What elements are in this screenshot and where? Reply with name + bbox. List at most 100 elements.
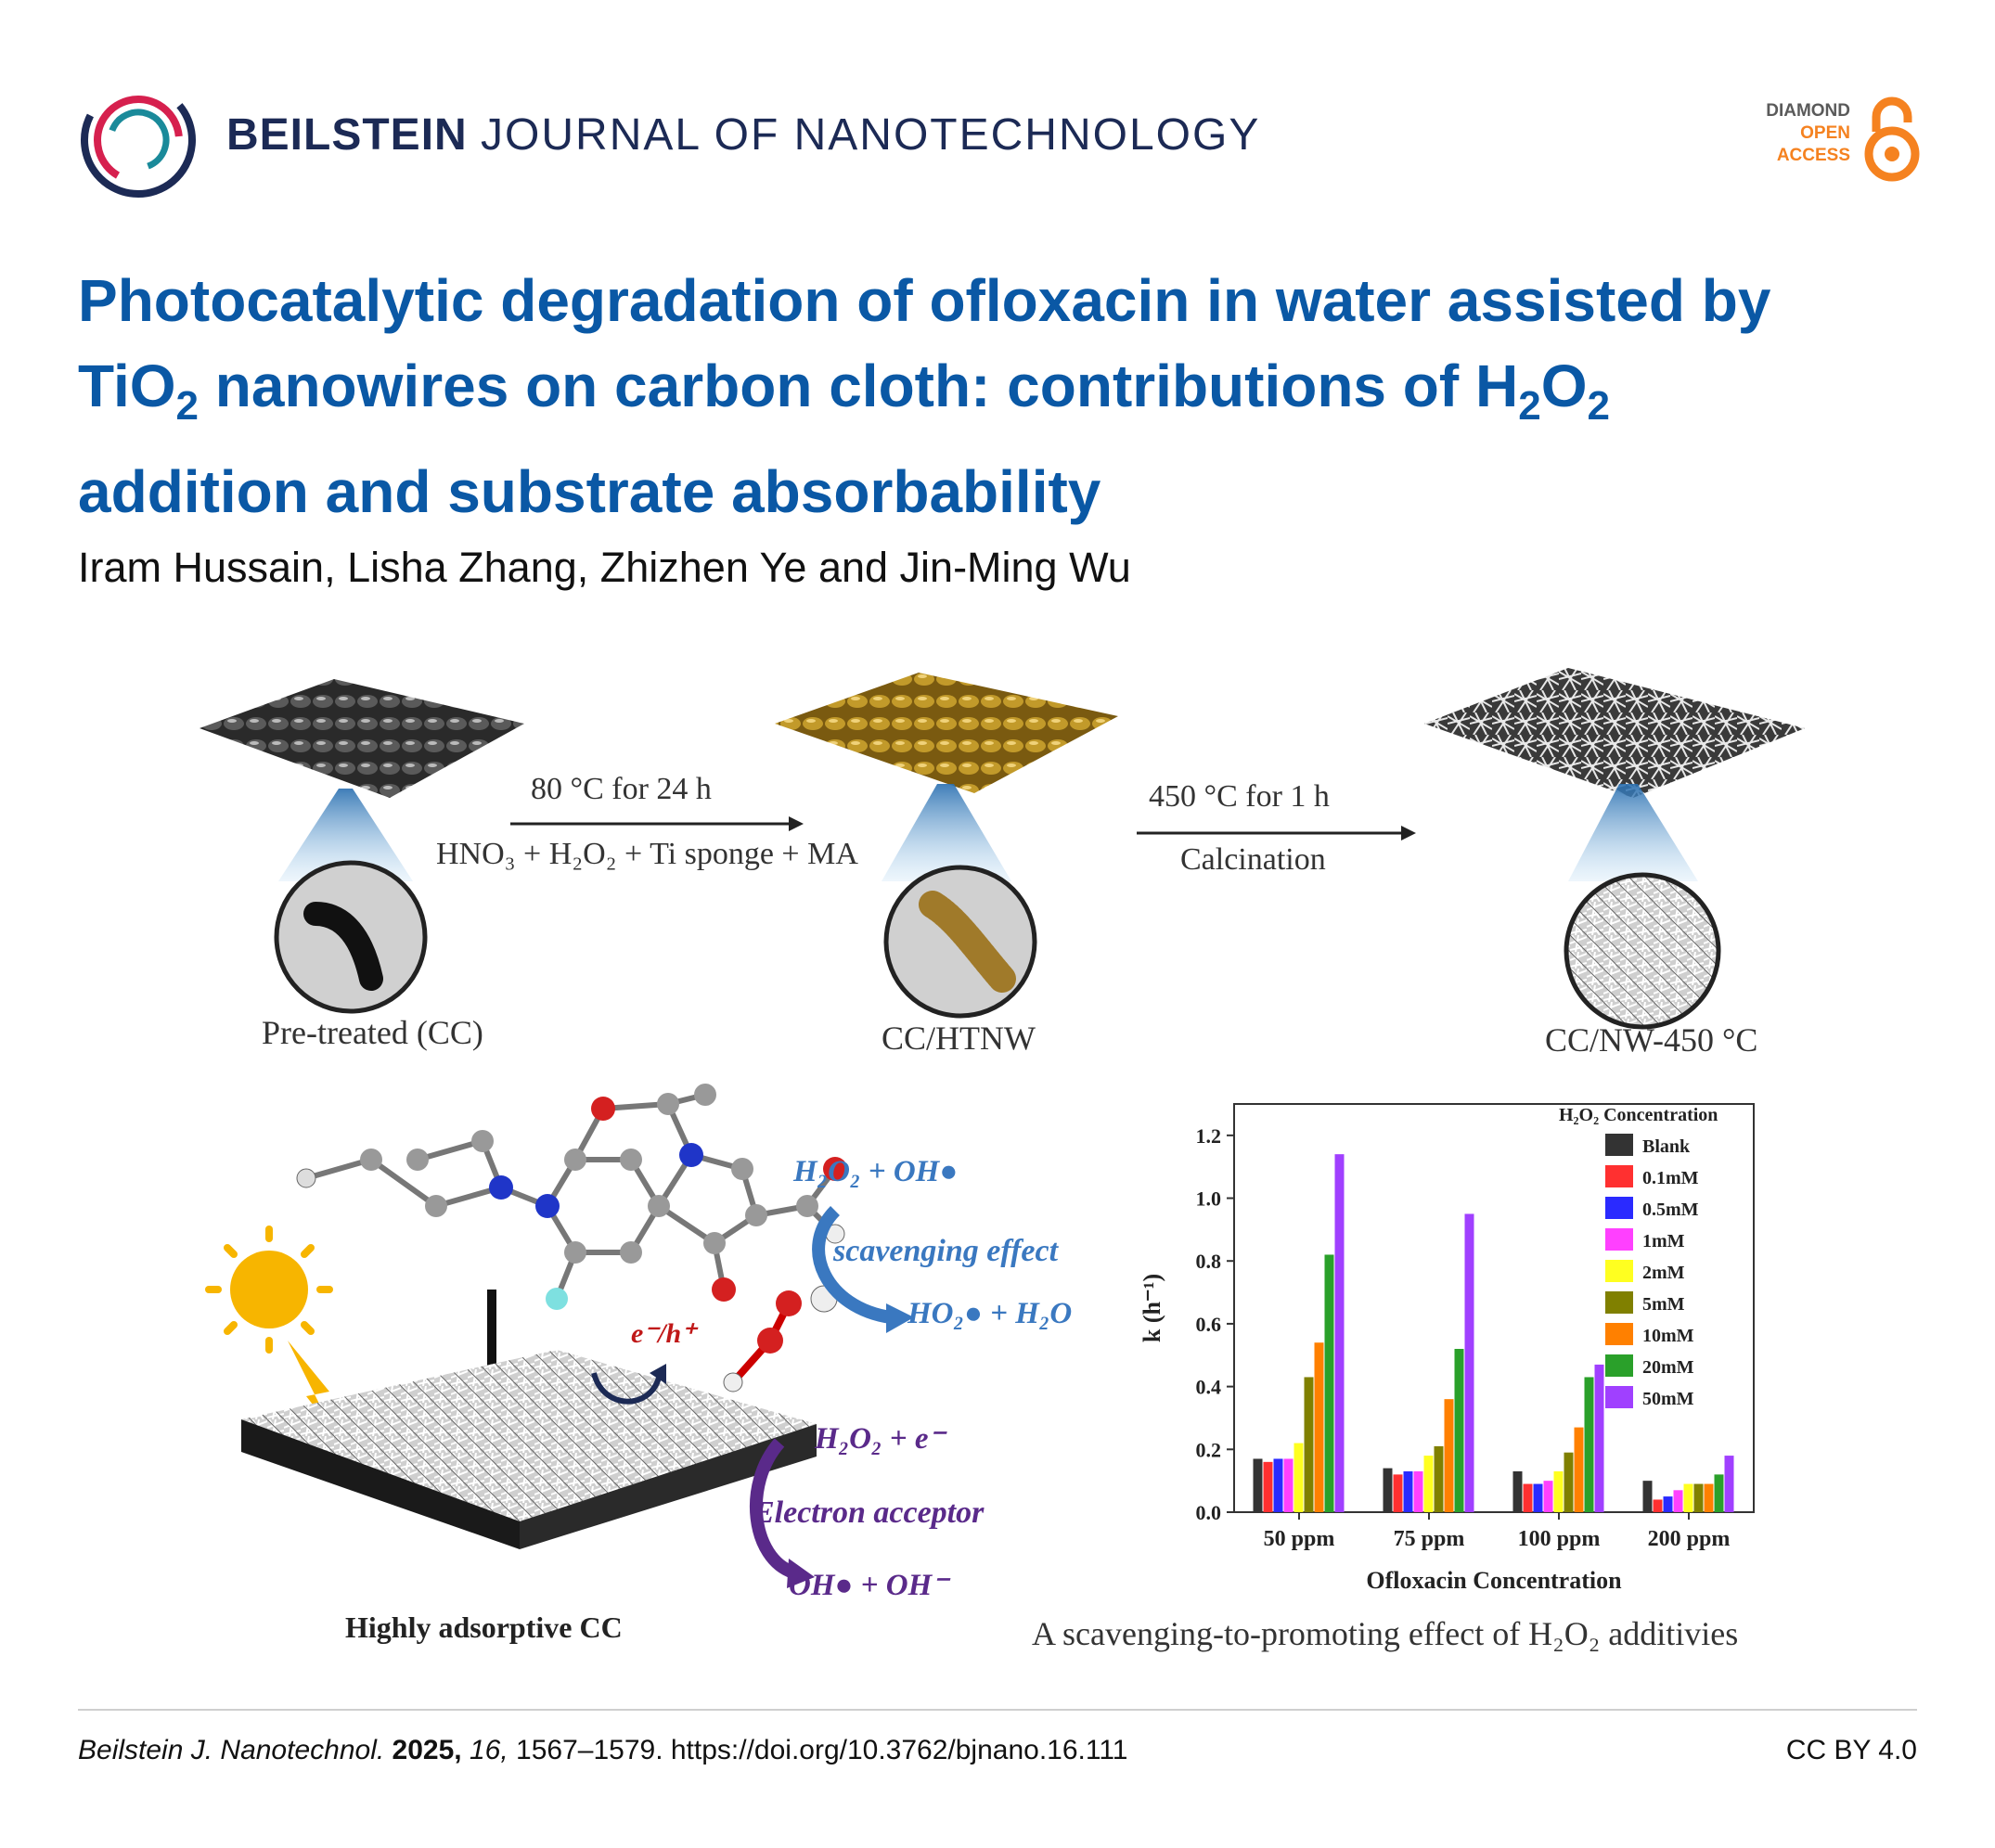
journal-abbrev: Beilstein J. Nanotechnol. <box>78 1735 385 1765</box>
y-tick-label: 0.0 <box>1196 1501 1222 1524</box>
beilstein-logo-icon <box>81 83 196 198</box>
bar-10mM-50ppm <box>1314 1342 1324 1512</box>
footer-divider <box>78 1709 1917 1711</box>
bar-10mM-100ppm <box>1574 1427 1584 1512</box>
bar-0.5mM-200ppm <box>1663 1496 1673 1512</box>
bar-0.5mM-75ppm <box>1403 1471 1413 1512</box>
sun-icon <box>205 1226 333 1354</box>
y-tick-label: 0.2 <box>1196 1438 1222 1461</box>
y-tick-label: 0.8 <box>1196 1250 1222 1273</box>
x-tick-label: 75 ppm <box>1394 1527 1465 1551</box>
bar-20mM-100ppm <box>1584 1377 1594 1512</box>
electron-hole-label: e⁻/h⁺ <box>631 1318 697 1349</box>
bar-1mM-50ppm <box>1283 1458 1294 1512</box>
light-bolt-icon <box>288 1341 357 1461</box>
citation-volume: 16, <box>469 1735 508 1765</box>
electron-acceptor-arrow <box>749 1438 796 1579</box>
authors: Iram Hussain, Lisha Zhang, Zhizhen Ye an… <box>78 544 1131 591</box>
legend-swatch-1mM <box>1605 1228 1633 1251</box>
bar-5mM-200ppm <box>1693 1483 1704 1512</box>
step2-condition: 450 °C for 1 h <box>1149 779 1330 814</box>
htnw-carbon-cloth <box>775 673 1118 793</box>
oa-line-access: ACCESS <box>1776 146 1850 165</box>
bar-50mM-75ppm <box>1464 1213 1474 1512</box>
title-line-1: Photocatalytic degradation of ofloxacin … <box>78 267 1771 334</box>
title-line-3: addition and substrate absorbability <box>78 457 1101 525</box>
legend-label-50mM: 50mM <box>1642 1389 1694 1409</box>
graphical-abstract-illustration <box>200 668 1805 1588</box>
reaction1-products: HO₂● + H₂O <box>907 1297 1073 1330</box>
bar-20mM-200ppm <box>1714 1474 1724 1512</box>
legend-label-10mM: 10mM <box>1642 1326 1694 1346</box>
rate-constant-bar-chart: 0.0 0.2 0.4 0.6 0.8 1.0 1.2 50 ppm 75 ppm 100 ppm… <box>1139 1103 1755 1594</box>
x-tick-label: 50 ppm <box>1264 1527 1335 1551</box>
bar-0.1mM-100ppm <box>1523 1483 1533 1512</box>
legend-swatch-10mM <box>1605 1323 1633 1345</box>
bar-0.1mM-50ppm <box>1263 1461 1273 1512</box>
step1-reagents: HNO₃ + H₂O₂ + Ti sponge + MA <box>436 837 858 871</box>
bar-1mM-100ppm <box>1543 1481 1553 1512</box>
chart-frame <box>1233 1103 1755 1513</box>
bar-Blank-50ppm <box>1253 1458 1263 1512</box>
bar-10mM-200ppm <box>1704 1483 1714 1512</box>
legend-swatch-Blank <box>1605 1134 1633 1156</box>
bar-5mM-50ppm <box>1304 1377 1314 1512</box>
title-line-2: TiO2 nanowires on carbon cloth: contribu… <box>78 353 1610 429</box>
open-access-lock-icon <box>1864 96 1920 182</box>
legend-label-5mM: 5mM <box>1642 1294 1685 1315</box>
nw450-zoom-circle <box>1564 872 1721 1030</box>
bar-2mM-100ppm <box>1553 1471 1564 1512</box>
adsorptive-carbon-cloth <box>241 1350 817 1521</box>
bar-0.1mM-75ppm <box>1393 1474 1403 1512</box>
legend-swatch-20mM <box>1605 1354 1633 1377</box>
diamond-open-access-badge: DIAMOND OPEN ACCESS <box>1739 95 1924 187</box>
legend-label-1mM: 1mM <box>1642 1231 1685 1251</box>
bar-Blank-75ppm <box>1383 1468 1393 1512</box>
bar-1mM-75ppm <box>1413 1471 1423 1512</box>
bar-50mM-100ppm <box>1594 1364 1604 1512</box>
bar-50mM-50ppm <box>1334 1154 1345 1512</box>
y-axis-label: k (h⁻¹) <box>1139 1274 1165 1342</box>
bar-1mM-200ppm <box>1673 1490 1683 1512</box>
legend-swatch-0.1mM <box>1605 1165 1633 1187</box>
y-tick-label: 1.2 <box>1196 1124 1222 1148</box>
journal-name-rest: JOURNAL OF NANOTECHNOLOGY <box>481 110 1261 160</box>
molecule-atoms <box>296 1084 847 1310</box>
stage-htnw-label: CC/HTNW <box>882 1020 1036 1057</box>
legend-swatch-2mM <box>1605 1260 1633 1282</box>
oa-line-diamond: DIAMOND <box>1766 101 1850 121</box>
bar-50mM-200ppm <box>1724 1456 1734 1512</box>
substrate-label: Highly adsorptive CC <box>345 1611 623 1644</box>
nw450-carbon-cloth <box>1424 668 1805 798</box>
legend-label-20mM: 20mM <box>1642 1357 1694 1378</box>
stage-nw450-label: CC/NW-450 °C <box>1545 1021 1758 1059</box>
citation: Beilstein J. Nanotechnol. 2025, 16, 1567… <box>78 1735 1127 1766</box>
step1-condition: 80 °C for 24 h <box>531 772 712 806</box>
bar-5mM-75ppm <box>1434 1445 1444 1512</box>
reaction1-reactants: H₂O₂ + OH● <box>793 1155 959 1188</box>
journal-name-bold: BEILSTEIN <box>226 110 468 160</box>
bar-0.1mM-200ppm <box>1653 1499 1663 1512</box>
license: CC BY 4.0 <box>1785 1735 1917 1765</box>
x-tick-label: 200 ppm <box>1648 1527 1731 1551</box>
pretreated-carbon-cloth <box>200 679 524 798</box>
legend-label-2mM: 2mM <box>1642 1263 1685 1283</box>
bar-5mM-100ppm <box>1564 1452 1574 1512</box>
y-tick-label: 0.6 <box>1196 1313 1222 1336</box>
citation-pages-doi[interactable]: 1567–1579. https://doi.org/10.3762/bjnan… <box>516 1735 1128 1765</box>
stage-pretreated-label: Pre-treated (CC) <box>262 1014 483 1051</box>
oa-line-open: OPEN <box>1800 123 1850 143</box>
bar-2mM-200ppm <box>1683 1483 1693 1512</box>
bar-10mM-75ppm <box>1444 1399 1454 1512</box>
article-title: Photocatalytic degradation of ofloxacin … <box>78 258 1915 534</box>
reaction2-reactants: H₂O₂ + e⁻ <box>815 1422 945 1456</box>
legend-label-0.1mM: 0.1mM <box>1642 1168 1699 1188</box>
bar-Blank-200ppm <box>1642 1481 1653 1512</box>
legend-swatch-5mM <box>1605 1291 1633 1314</box>
scavenging-effect-label: scavenging effect <box>833 1234 1059 1268</box>
bar-20mM-50ppm <box>1324 1254 1334 1512</box>
y-tick-label: 1.0 <box>1196 1187 1222 1211</box>
bar-Blank-100ppm <box>1512 1471 1523 1512</box>
bar-0.5mM-50ppm <box>1273 1458 1283 1512</box>
step2-process: Calcination <box>1180 842 1326 877</box>
